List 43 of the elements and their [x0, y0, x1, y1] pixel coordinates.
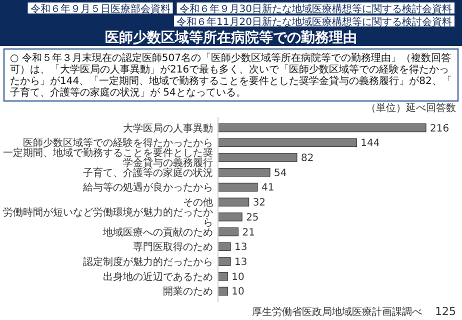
y-tick-label: 労働時間が短いなど労働環境が魅力的だったから [3, 206, 213, 228]
data-label: 25 [246, 212, 259, 224]
text: 令和６年９月30日新たな地域医療構想等に関する検討会資料 [179, 3, 452, 15]
y-tick-label: 専門医取得のため [133, 241, 213, 254]
y-tick-label: 出身地の近辺であるため [103, 270, 213, 283]
chart-subtitle: ○ 令和５年３月末現在の認定医師507名の「医師少数区域等所在病院等での勤務理由」（複数回答可）は、「大学医局の人事異動」が216で最も多く、次いで「医師少数区域等での経験を得たかったから」が144、「一定期間、地域で勤務することを要件とした奨学金貸与の義務履行」が82、「子育て、介護等の家庭の状況」が 54となっている。 [10, 52, 452, 98]
y-tick-label: 開業のため [163, 286, 213, 298]
text: 令和６年９月５日医療部会資料 [30, 3, 170, 15]
y-tick-label: その他 [183, 196, 213, 209]
bar [218, 272, 228, 281]
y-tick-label: 大学医局の人事異動 [123, 122, 213, 134]
y-tick-label: 子育て、介護等の家庭の状況 [83, 166, 213, 179]
text: （単位）延べ回答数 [366, 102, 456, 114]
text: 厚生労働省医政局地域医療計画課調べ [252, 306, 422, 318]
bar [218, 257, 231, 266]
y-tick-label: 認定制度が魅力的だったから [83, 256, 213, 268]
data-label: 32 [252, 198, 266, 209]
data-label: 41 [261, 182, 274, 194]
data-label: 82 [300, 152, 314, 164]
bar [218, 138, 357, 148]
chart-title: 医師少数区域等所在病院等での勤務理由 [105, 29, 357, 46]
bar [218, 286, 228, 296]
bar [218, 242, 231, 252]
text: 125 [435, 305, 456, 318]
data-label: 54 [274, 168, 287, 179]
bar [218, 123, 426, 132]
y-tick-label: 一定期間、地域で勤務することを要件とした奨学金貸与の義務履行 [3, 146, 213, 169]
data-label: 13 [234, 257, 248, 268]
y-tick-label: 給与等の処遇が良かったから [82, 182, 213, 194]
bar [218, 182, 258, 192]
bar [218, 153, 298, 162]
data-label: 21 [242, 227, 255, 238]
bar [218, 198, 250, 206]
bar [218, 227, 239, 236]
data-label: 144 [360, 138, 380, 150]
y-tick-label: 地域医療への貢献のため [102, 226, 213, 238]
data-label: 13 [234, 242, 248, 254]
text: 令和６年11月20日新たな地域医療構想等に関する検討会資料 [176, 16, 452, 28]
data-label: 216 [430, 123, 450, 134]
bar [218, 168, 270, 177]
data-label: 10 [232, 286, 244, 298]
bar [218, 212, 242, 222]
data-label: 10 [232, 272, 244, 283]
